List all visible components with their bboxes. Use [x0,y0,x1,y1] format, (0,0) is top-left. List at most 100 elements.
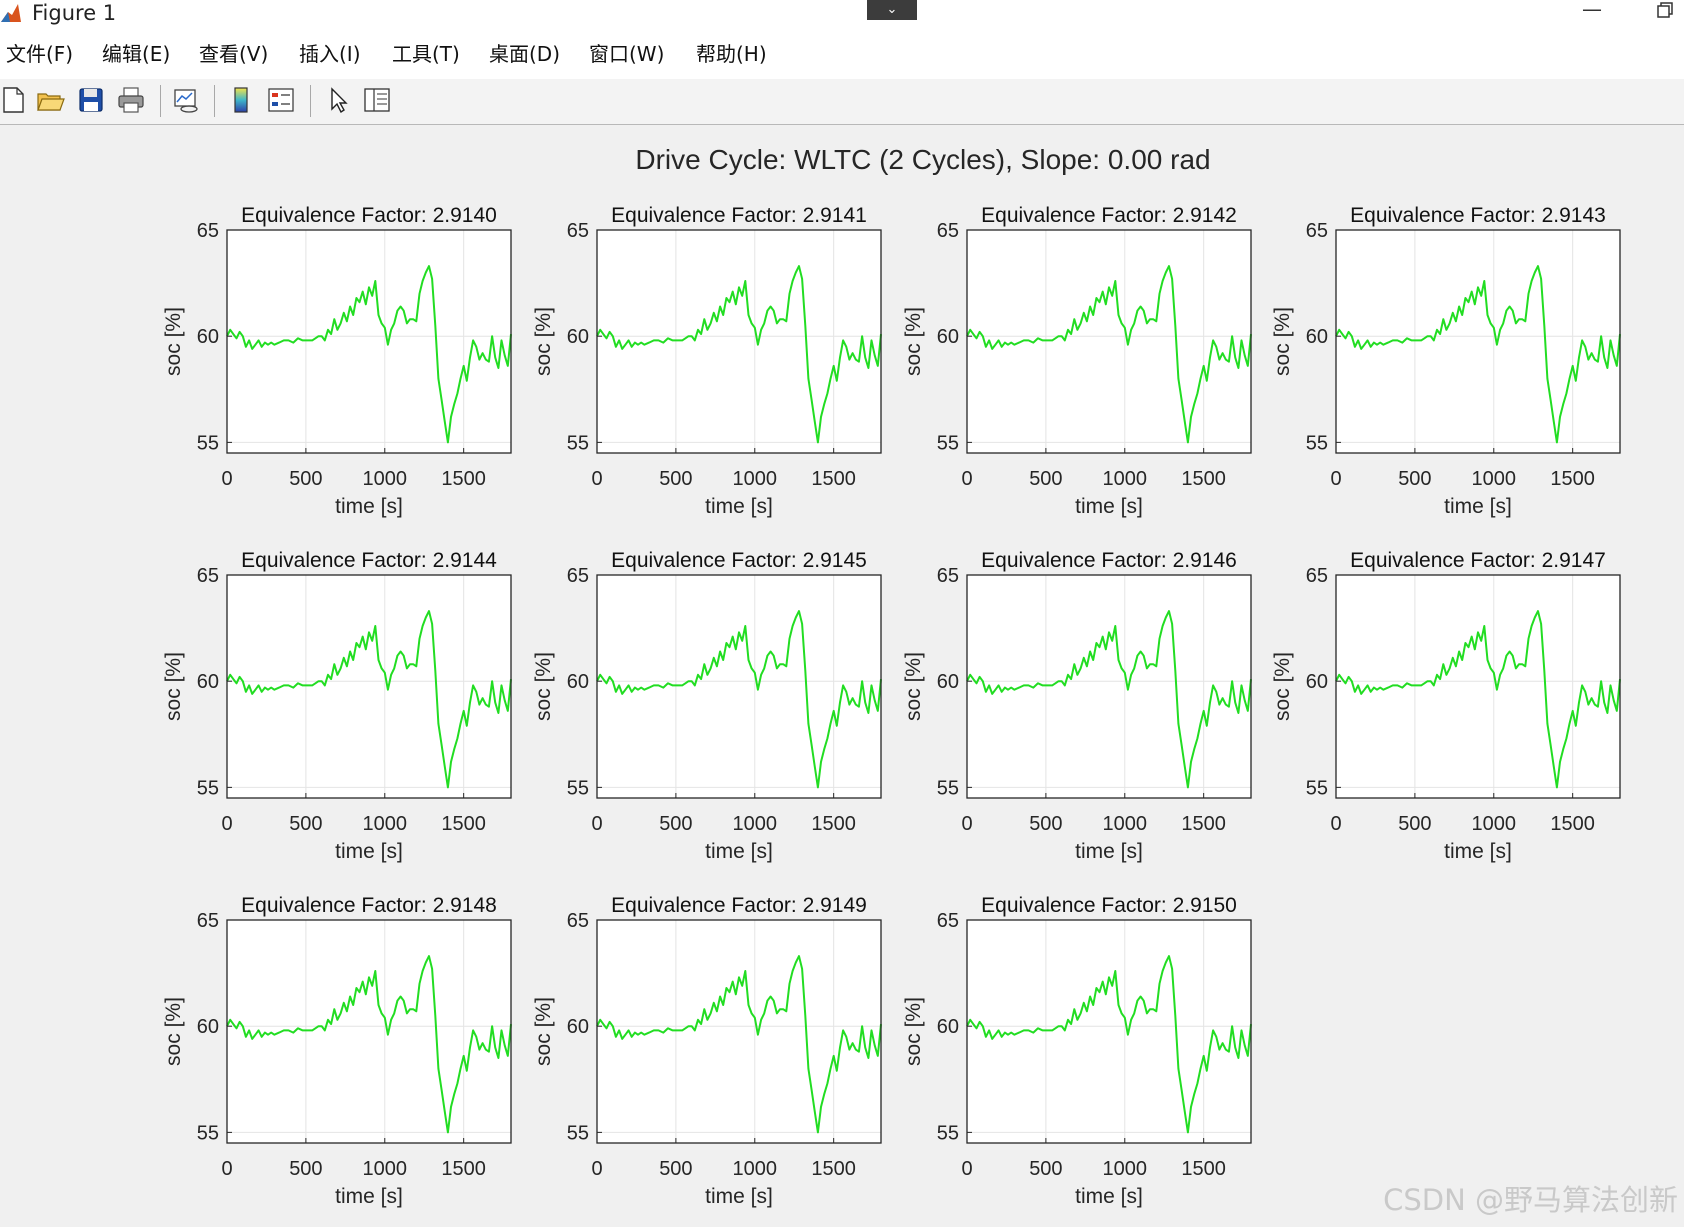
menu-help[interactable]: 帮助(H) [696,42,767,66]
x-tick-label: 500 [289,1158,322,1180]
x-tick-label: 0 [591,468,602,490]
x-tick-label: 1000 [363,468,408,490]
y-tick-label: 65 [937,565,959,587]
y-axis-label: soc [%] [1271,652,1294,721]
insert-colorbar-button[interactable] [226,85,256,115]
figure-canvas[interactable]: Drive Cycle: WLTC (2 Cycles), Slope: 0.0… [0,125,1684,1227]
axes-frame [596,574,882,799]
x-tick-label: 0 [591,813,602,835]
subplot-3: 0 500 1000 1500 55 60 65 Equivalence Factor: 2.… [902,204,1252,518]
x-tick-label: 1500 [811,468,856,490]
link-plot-button[interactable] [171,85,201,115]
subplot-title: Equivalence Factor: 2.9150 [981,894,1237,917]
menu-file[interactable]: 文件(F) [6,42,74,66]
restore-button[interactable] [1648,0,1684,22]
x-axis-label: time [s] [705,1185,773,1208]
y-axis-label: soc [%] [532,997,555,1066]
save-button[interactable] [76,85,106,115]
link-plot-icon [174,89,198,113]
save-icon [79,88,103,112]
y-tick-label: 60 [567,671,589,693]
soc-line [1335,265,1621,444]
y-axis-label: soc [%] [162,307,185,376]
subplot-grid: 0 500 1000 1500 55 60 65 Equivalence Factor: 2.… [162,204,1621,1208]
figure-suptitle: Drive Cycle: WLTC (2 Cycles), Slope: 0.0… [635,144,1210,175]
x-tick-label: 1000 [1103,813,1148,835]
x-tick-label: 1500 [811,1158,856,1180]
subplot-title: Equivalence Factor: 2.9140 [241,204,497,227]
soc-line [966,265,1252,444]
menu-insert[interactable]: 插入(I) [299,42,361,66]
x-tick-label: 0 [1330,468,1341,490]
y-tick-label: 55 [1306,432,1328,454]
minimize-button[interactable]: — [1572,0,1612,22]
x-tick-label: 1500 [811,813,856,835]
y-axis-label: soc [%] [162,997,185,1066]
subplot-title: Equivalence Factor: 2.9143 [1350,204,1606,227]
titlebar-dropdown-button[interactable]: ⌄ [867,0,917,20]
pointer-icon [331,87,348,114]
y-tick-label: 55 [1306,777,1328,799]
subplot-title: Equivalence Factor: 2.9148 [241,894,497,917]
y-tick-label: 65 [1306,220,1328,242]
y-tick-label: 60 [567,326,589,348]
x-tick-label: 500 [659,1158,692,1180]
x-tick-label: 0 [221,468,232,490]
menu-view[interactable]: 查看(V) [199,42,269,66]
x-axis-label: time [s] [1075,840,1143,863]
watermark: CSDN @野马算法创新 [1383,1183,1678,1217]
y-tick-label: 55 [197,777,219,799]
x-tick-label: 1000 [363,1158,408,1180]
y-tick-label: 55 [937,777,959,799]
property-inspector-button[interactable] [362,85,392,115]
insert-legend-icon [268,88,294,112]
menu-window[interactable]: 窗口(W) [589,42,665,66]
y-tick-label: 60 [937,671,959,693]
y-tick-label: 65 [1306,565,1328,587]
axes-frame [966,574,1252,799]
subplot-title: Equivalence Factor: 2.9149 [611,894,867,917]
new-figure-button[interactable] [0,85,30,115]
x-tick-label: 500 [289,468,322,490]
y-tick-label: 55 [567,777,589,799]
chevron-down-icon: ⌄ [886,2,898,17]
menu-bar: 文件(F) 编辑(E) 查看(V) 插入(I) 工具(T) 桌面(D) 窗口(W… [0,27,1684,79]
x-axis-label: time [s] [1444,495,1512,518]
x-tick-label: 1500 [441,468,486,490]
subplot-1: 0 500 1000 1500 55 60 65 Equivalence Factor: 2.… [162,204,512,518]
subplot-9: 0 500 1000 1500 55 60 65 Equivalence Factor: 2.… [162,894,512,1208]
subplot-title: Equivalence Factor: 2.9145 [611,549,867,572]
x-tick-label: 1000 [1472,813,1517,835]
menu-desktop[interactable]: 桌面(D) [489,42,561,66]
y-tick-label: 55 [937,432,959,454]
y-tick-label: 65 [197,910,219,932]
axes-background [597,920,881,1143]
subplot-10: 0 500 1000 1500 55 60 65 Equivalence Factor: 2.… [532,894,882,1208]
new-figure-icon [3,87,24,113]
menu-tools[interactable]: 工具(T) [392,42,460,66]
insert-legend-button[interactable] [266,85,296,115]
menu-edit[interactable]: 编辑(E) [102,42,171,66]
y-tick-label: 55 [197,432,219,454]
subplot-6: 0 500 1000 1500 55 60 65 Equivalence Factor: 2.… [532,549,882,863]
axes-background [967,920,1251,1143]
x-tick-label: 0 [961,468,972,490]
y-tick-label: 60 [197,1016,219,1038]
subplot-8: 0 500 1000 1500 55 60 65 Equivalence Factor: 2.… [1271,549,1621,863]
pointer-button[interactable] [323,85,353,115]
axes-frame [226,919,512,1144]
subplot-title: Equivalence Factor: 2.9142 [981,204,1237,227]
print-button[interactable] [116,85,146,115]
x-tick-label: 1000 [1103,468,1148,490]
x-tick-label: 1000 [1472,468,1517,490]
y-tick-label: 60 [197,671,219,693]
y-tick-label: 65 [567,220,589,242]
soc-line [1335,610,1621,789]
x-tick-label: 500 [289,813,322,835]
open-file-button[interactable] [35,85,65,115]
x-tick-label: 1000 [733,1158,778,1180]
soc-line [596,955,882,1134]
y-tick-label: 60 [197,326,219,348]
axes-frame [966,229,1252,454]
toolbar [0,79,1684,125]
